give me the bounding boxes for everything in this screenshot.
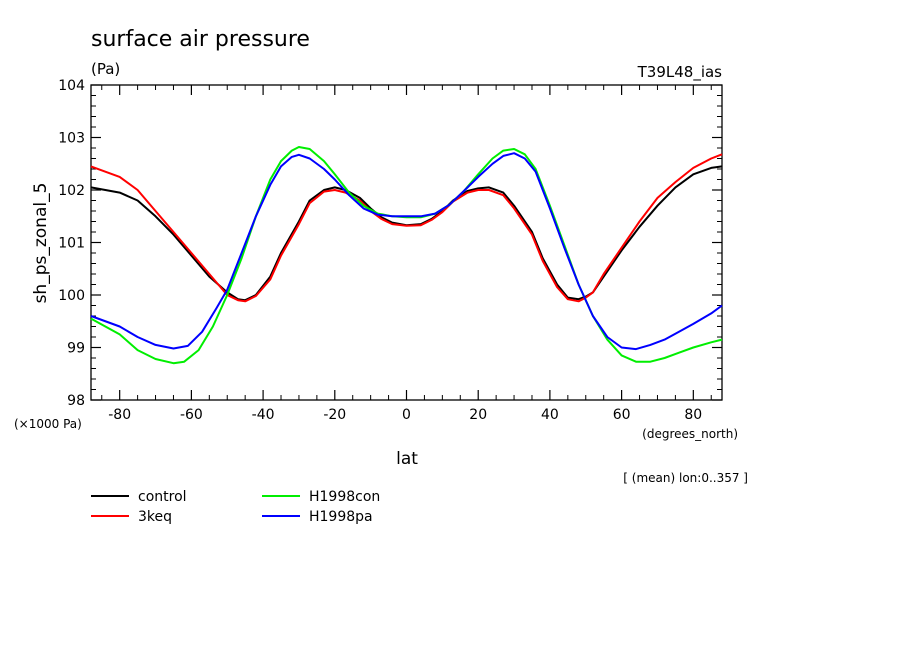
y-tick-label: 100: [58, 288, 85, 304]
x-tick-label: 80: [684, 407, 702, 423]
region-note: [ (mean) lon:0..357 ]: [623, 471, 748, 485]
y-axis-label: sh_ps_zonal_5: [31, 183, 51, 304]
x-tick-label: -40: [252, 407, 275, 423]
legend-label-h1998pa: H1998pa: [309, 509, 373, 525]
plot-area: -80 -60 -40 -20 0 20 40 60 80 98 99 100 101 102 103 104: [58, 78, 723, 423]
run-label: T39L48_ias: [637, 63, 723, 82]
chart-title: surface air pressure: [91, 27, 310, 52]
legend-label-h1998con: H1998con: [309, 489, 380, 505]
series-line-3keq: [90, 153, 723, 303]
x-unit-note: (degrees_north): [642, 427, 738, 441]
x-tick-label: 20: [469, 407, 487, 423]
y-tick-label: 103: [58, 131, 85, 147]
x-tick-label: -20: [323, 407, 346, 423]
x-tick-label: -60: [180, 407, 203, 423]
y-tick-label: 98: [67, 393, 85, 409]
legend-label-3keq: 3keq: [138, 509, 172, 525]
y-scale-note: (×1000 Pa): [14, 417, 82, 431]
legend: control 3keq H1998con H1998pa: [91, 489, 380, 525]
series-line-h1998pa: [90, 152, 723, 351]
y-tick-label: 101: [58, 236, 85, 252]
x-tick-label: -80: [108, 407, 131, 423]
chart-units: (Pa): [91, 60, 120, 78]
y-tick-label: 102: [58, 183, 85, 199]
y-tick-label: 104: [58, 78, 85, 94]
x-tick-label: 60: [613, 407, 631, 423]
x-tick-label: 40: [541, 407, 559, 423]
x-tick-label: 0: [402, 407, 411, 423]
x-axis-label: lat: [396, 449, 418, 469]
y-tick-label: 99: [67, 341, 85, 357]
legend-label-control: control: [138, 489, 187, 505]
